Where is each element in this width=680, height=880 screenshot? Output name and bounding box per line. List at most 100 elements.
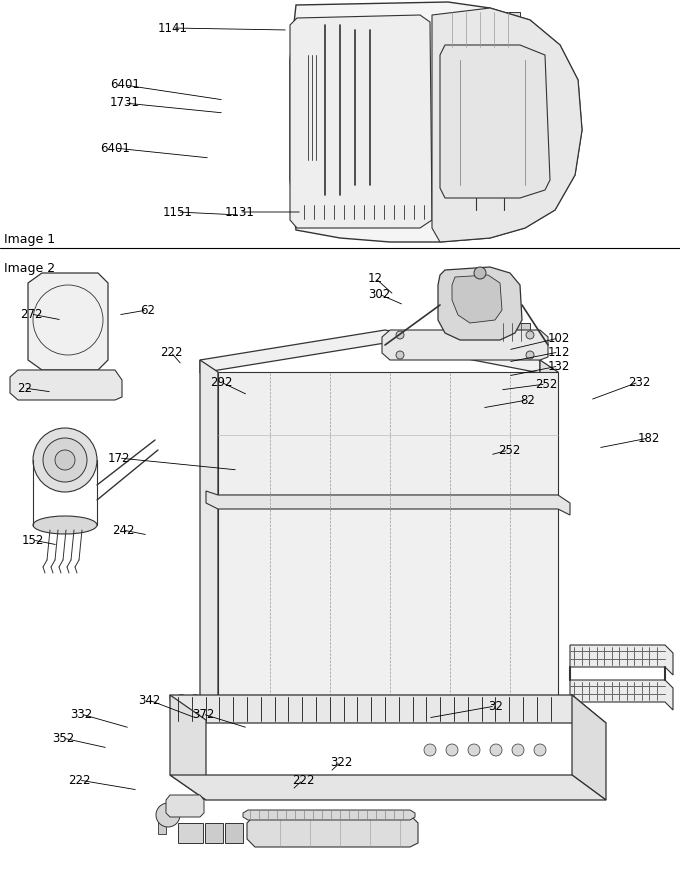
Ellipse shape: [205, 694, 213, 700]
Ellipse shape: [261, 694, 268, 700]
Ellipse shape: [476, 192, 504, 204]
Text: 272: 272: [20, 307, 42, 320]
Polygon shape: [218, 372, 558, 495]
Polygon shape: [382, 330, 548, 360]
Polygon shape: [46, 286, 65, 313]
Ellipse shape: [343, 694, 351, 700]
Ellipse shape: [192, 694, 199, 700]
Ellipse shape: [220, 694, 226, 700]
Polygon shape: [432, 8, 582, 242]
Polygon shape: [452, 275, 502, 323]
Circle shape: [396, 351, 404, 359]
Text: 102: 102: [548, 332, 571, 344]
Polygon shape: [170, 695, 606, 723]
Ellipse shape: [509, 694, 516, 700]
Circle shape: [526, 331, 534, 339]
Polygon shape: [200, 330, 540, 373]
Polygon shape: [166, 795, 204, 817]
Polygon shape: [243, 810, 415, 820]
Ellipse shape: [316, 694, 323, 700]
Circle shape: [468, 744, 480, 756]
Circle shape: [30, 282, 106, 358]
Ellipse shape: [523, 694, 530, 700]
Text: 302: 302: [368, 288, 390, 300]
Ellipse shape: [288, 694, 295, 700]
Text: 222: 222: [292, 774, 314, 787]
Text: 232: 232: [628, 376, 650, 388]
Text: 222: 222: [68, 774, 90, 787]
Text: 1131: 1131: [225, 206, 255, 218]
Text: 242: 242: [112, 524, 135, 537]
Text: 1151: 1151: [163, 206, 193, 218]
Ellipse shape: [385, 694, 392, 700]
Bar: [158, 820, 166, 834]
Ellipse shape: [468, 694, 475, 700]
Polygon shape: [247, 815, 418, 847]
Ellipse shape: [537, 694, 544, 700]
Ellipse shape: [178, 694, 185, 700]
Ellipse shape: [476, 204, 504, 216]
Ellipse shape: [302, 694, 309, 700]
Ellipse shape: [33, 516, 97, 534]
Ellipse shape: [275, 694, 282, 700]
Bar: [304, 120, 320, 130]
Circle shape: [60, 312, 76, 328]
Circle shape: [490, 744, 502, 756]
Ellipse shape: [496, 694, 503, 700]
Text: 82: 82: [520, 393, 535, 407]
Text: 342: 342: [138, 693, 160, 707]
Polygon shape: [440, 45, 550, 198]
Polygon shape: [218, 495, 558, 695]
Ellipse shape: [352, 179, 372, 191]
Text: 322: 322: [330, 756, 352, 768]
Bar: [304, 55, 324, 69]
Text: 6401: 6401: [100, 142, 130, 155]
Text: 252: 252: [498, 444, 520, 457]
Circle shape: [396, 331, 404, 339]
Text: 6401: 6401: [110, 78, 140, 92]
Polygon shape: [570, 645, 673, 675]
Bar: [178, 823, 203, 843]
Ellipse shape: [440, 694, 447, 700]
Polygon shape: [71, 327, 90, 355]
Text: 252: 252: [535, 378, 558, 391]
Bar: [205, 823, 223, 843]
Circle shape: [534, 744, 546, 756]
Bar: [300, 205, 428, 219]
Polygon shape: [540, 360, 558, 707]
Polygon shape: [572, 695, 606, 800]
Circle shape: [65, 317, 71, 323]
Text: 372: 372: [192, 708, 214, 721]
Text: 222: 222: [160, 346, 182, 358]
Text: 332: 332: [70, 708, 92, 721]
Bar: [450, 12, 520, 47]
Circle shape: [55, 450, 75, 470]
Polygon shape: [170, 695, 206, 800]
Circle shape: [474, 267, 486, 279]
Polygon shape: [290, 2, 582, 242]
Ellipse shape: [398, 694, 406, 700]
Text: 112: 112: [548, 346, 571, 358]
Text: 22: 22: [17, 382, 32, 394]
Text: 292: 292: [210, 376, 233, 388]
Text: 62: 62: [140, 304, 155, 317]
Text: 352: 352: [52, 731, 74, 744]
Text: 12: 12: [368, 272, 383, 284]
Circle shape: [526, 351, 534, 359]
Circle shape: [33, 428, 97, 492]
Ellipse shape: [551, 694, 558, 700]
Circle shape: [512, 744, 524, 756]
Polygon shape: [76, 314, 106, 334]
Text: 1731: 1731: [110, 97, 140, 109]
Polygon shape: [40, 327, 64, 352]
Text: 182: 182: [638, 431, 660, 444]
Ellipse shape: [454, 694, 461, 700]
Ellipse shape: [330, 694, 337, 700]
Circle shape: [43, 438, 87, 482]
Text: 172: 172: [108, 451, 131, 465]
Polygon shape: [438, 267, 522, 340]
Ellipse shape: [426, 694, 433, 700]
Polygon shape: [30, 305, 60, 326]
Ellipse shape: [358, 694, 364, 700]
Ellipse shape: [322, 188, 342, 202]
